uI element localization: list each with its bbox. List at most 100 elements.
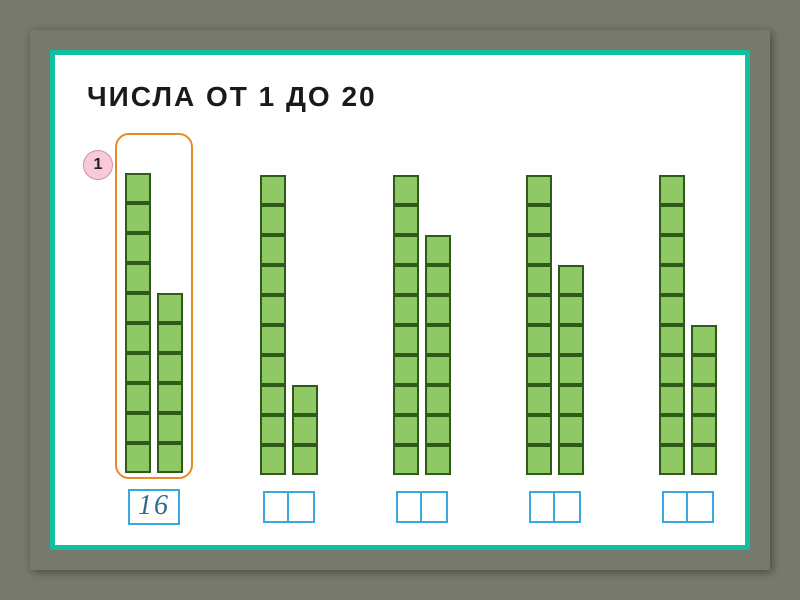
block [425, 295, 451, 325]
answer [529, 489, 581, 525]
block [125, 353, 151, 383]
tens-bar [260, 175, 286, 475]
groups-container: 16 [115, 135, 725, 525]
block [292, 445, 318, 475]
block [558, 415, 584, 445]
block [292, 385, 318, 415]
block [691, 385, 717, 415]
ones-bar [425, 235, 451, 475]
block [425, 415, 451, 445]
block [260, 355, 286, 385]
block [393, 205, 419, 235]
block [125, 293, 151, 323]
block [260, 385, 286, 415]
block [558, 325, 584, 355]
tens-bar [125, 173, 151, 473]
block [125, 233, 151, 263]
block [659, 415, 685, 445]
tens-bar [526, 175, 552, 475]
bars [115, 133, 193, 479]
bars [252, 137, 326, 479]
block [659, 445, 685, 475]
block [526, 205, 552, 235]
answer [662, 489, 714, 525]
block [691, 355, 717, 385]
answer [396, 489, 448, 525]
block [526, 325, 552, 355]
block [125, 203, 151, 233]
bars [385, 137, 459, 479]
block [393, 295, 419, 325]
block [125, 263, 151, 293]
digit-box[interactable] [422, 491, 448, 523]
problem-number-badge: 1 [83, 150, 113, 180]
bars [651, 137, 725, 479]
answer-boxes[interactable] [662, 491, 714, 523]
block [526, 445, 552, 475]
block [659, 205, 685, 235]
slide-frame: ЧИСЛА ОТ 1 ДО 20 1 16 [30, 30, 770, 570]
block [125, 383, 151, 413]
block [659, 325, 685, 355]
digit-box[interactable] [396, 491, 422, 523]
block [526, 385, 552, 415]
digit-box[interactable] [289, 491, 315, 523]
block [659, 355, 685, 385]
block [157, 323, 183, 353]
block [659, 385, 685, 415]
number-group [252, 137, 326, 525]
block [425, 385, 451, 415]
tens-bar [659, 175, 685, 475]
block [393, 235, 419, 265]
block [125, 413, 151, 443]
answer: 16 [128, 489, 180, 525]
bars [518, 137, 592, 479]
block [393, 355, 419, 385]
block [526, 175, 552, 205]
worksheet-card: ЧИСЛА ОТ 1 ДО 20 1 16 [50, 50, 750, 550]
ones-bar [157, 293, 183, 473]
block [260, 175, 286, 205]
block [260, 415, 286, 445]
answer-boxes[interactable] [263, 491, 315, 523]
digit-box[interactable] [688, 491, 714, 523]
answer-boxes[interactable] [396, 491, 448, 523]
block [691, 415, 717, 445]
block [659, 235, 685, 265]
number-group [651, 137, 725, 525]
block [526, 415, 552, 445]
block [659, 265, 685, 295]
digit-box[interactable] [263, 491, 289, 523]
block [260, 295, 286, 325]
answer-boxes[interactable] [529, 491, 581, 523]
block [558, 445, 584, 475]
block [425, 265, 451, 295]
block [157, 413, 183, 443]
block [125, 173, 151, 203]
digit-box[interactable] [529, 491, 555, 523]
block [260, 235, 286, 265]
ones-bar [691, 325, 717, 475]
answer [263, 489, 315, 525]
block [260, 445, 286, 475]
block [260, 205, 286, 235]
block [558, 385, 584, 415]
block [393, 385, 419, 415]
block [558, 295, 584, 325]
block [292, 415, 318, 445]
block [526, 355, 552, 385]
block [157, 293, 183, 323]
digit-box[interactable] [555, 491, 581, 523]
tens-bar [393, 175, 419, 475]
digit-box[interactable] [662, 491, 688, 523]
block [425, 445, 451, 475]
worksheet-title: ЧИСЛА ОТ 1 ДО 20 [87, 81, 733, 113]
block [393, 415, 419, 445]
block [393, 445, 419, 475]
block [157, 383, 183, 413]
block [659, 175, 685, 205]
block [691, 445, 717, 475]
block [526, 235, 552, 265]
block [526, 265, 552, 295]
block [425, 235, 451, 265]
